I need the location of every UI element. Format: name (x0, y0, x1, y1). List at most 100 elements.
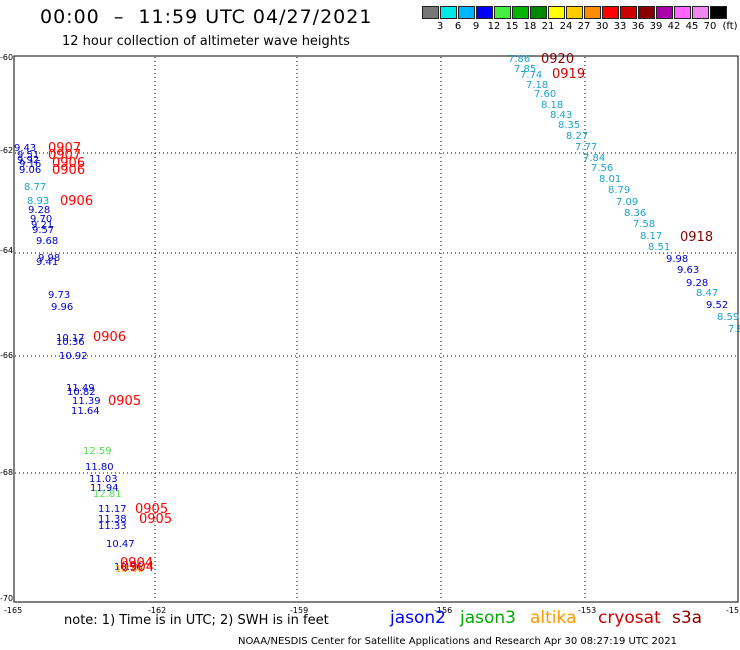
lat-lon-grid (15, 57, 737, 601)
wave-height-value: 11.38 (98, 514, 127, 525)
wave-height-value: 8.59 (717, 312, 739, 323)
wave-height-value: 8.36 (624, 208, 646, 219)
wave-height-value: 7.77 (575, 142, 597, 153)
wave-height-value: 9.28 (28, 205, 50, 216)
wave-height-value: 10.82 (67, 387, 96, 398)
scale-swatch (692, 6, 709, 19)
wave-height-value: 10.66 (115, 564, 144, 575)
satellite-legend-cryosat: cryosat (598, 608, 661, 628)
pass-time-label: 0906 (93, 330, 126, 345)
credit-footer: NOAA/NESDIS Center for Satellite Applica… (238, 636, 677, 647)
scale-swatch (494, 6, 511, 19)
pass-time-label: 0907 (48, 148, 81, 163)
scale-swatch (548, 6, 565, 19)
satellite-legend-altika: altika (530, 608, 577, 628)
wave-height-value: 8.17 (640, 231, 662, 242)
wave-height-value: 7.84 (583, 153, 605, 164)
scale-label: 15 (505, 21, 519, 32)
latitude-label: -64 (0, 246, 13, 255)
wave-height-value: 9.98 (38, 253, 60, 264)
wave-height-value: 11.39 (72, 396, 101, 407)
wave-height-value: 9.06 (19, 165, 41, 176)
wave-height-value: 9.41 (36, 257, 58, 268)
map-subtitle: 12 hour collection of altimeter wave hei… (62, 34, 350, 49)
scale-label: 39 (649, 21, 663, 32)
scale-label: 70 (703, 21, 717, 32)
pass-time-label: 0904 (121, 560, 154, 575)
wave-height-value: 9.96 (51, 302, 73, 313)
pass-time-label: 0907 (48, 141, 81, 156)
scale-swatch (620, 6, 637, 19)
longitude-label: -165 (4, 606, 22, 615)
wave-height-value: 8.93 (27, 196, 49, 207)
longitude-label: -153 (578, 606, 596, 615)
longitude-label: -156 (434, 606, 452, 615)
scale-swatch (710, 6, 727, 19)
scale-swatch (476, 6, 493, 19)
scale-swatch (656, 6, 673, 19)
wave-height-value: 10.47 (106, 539, 135, 550)
wave-height-value: 11.33 (98, 521, 127, 532)
pass-time-label: 0920 (541, 52, 574, 67)
wave-height-value: 7.56 (591, 163, 613, 174)
scale-label: 27 (577, 21, 591, 32)
scale-label: 12 (487, 21, 501, 32)
latitude-label: -60 (0, 53, 13, 62)
wave-height-value: 10.56 (114, 562, 143, 573)
pass-time-label: 0904 (120, 556, 153, 571)
scale-label: 3 (436, 21, 444, 32)
wave-height-value: 7.86 (508, 54, 530, 65)
scale-swatch (458, 6, 475, 19)
scale-swatch (584, 6, 601, 19)
latitude-label: -68 (0, 468, 13, 477)
wave-height-points: 7.867.857.747.187.608.188.438.358.277.77… (14, 54, 740, 575)
map-title: 00:00 – 11:59 UTC 04/27/2021 (40, 6, 373, 28)
wave-height-value: 9.63 (677, 265, 699, 276)
wave-height-value: 9.28 (686, 278, 708, 289)
scale-label: 45 (685, 21, 699, 32)
pass-time-label: 0905 (135, 502, 168, 517)
wave-height-value: 8.43 (550, 110, 572, 121)
wave-height-value: 8.35 (558, 120, 580, 131)
scale-swatch (440, 6, 457, 19)
wave-height-value: 9.68 (36, 236, 58, 247)
longitude-label: -162 (148, 606, 166, 615)
satellite-legend-jason3: jason3 (460, 608, 516, 628)
wave-height-value: 9.57 (32, 225, 54, 236)
pass-time-label: 0905 (139, 512, 172, 527)
wave-height-value: 7.74 (520, 70, 542, 81)
wave-height-value: 11.17 (98, 504, 127, 515)
longitude-label: -159 (290, 606, 308, 615)
wave-height-value: 12.81 (93, 489, 122, 500)
wave-height-value: 9.98 (666, 254, 688, 265)
latitude-label: -66 (0, 351, 13, 360)
latitude-label: -62 (0, 146, 13, 155)
wave-height-value: 7.18 (526, 80, 548, 91)
wave-height-value: 12.59 (83, 446, 112, 457)
scale-label: 21 (541, 21, 555, 32)
wave-height-value: 11.64 (71, 406, 100, 417)
wave-height-value: 9.21 (31, 220, 53, 231)
scale-swatch (566, 6, 583, 19)
wave-height-value: 9.73 (48, 290, 70, 301)
axis-labels: -165 -162 -159 -156 -153 -15 -60 -62 -64 -66 -68 -7… (0, 53, 739, 615)
wave-height-value: 9.52 (706, 300, 728, 311)
pass-time-label: 0905 (108, 394, 141, 409)
scale-swatch (530, 6, 547, 19)
scale-label: 6 (454, 21, 462, 32)
scale-label: 24 (559, 21, 573, 32)
wave-height-value: 11.80 (85, 462, 114, 473)
latitude-label: -70 (0, 594, 13, 603)
wave-height-value: 7.9 (728, 324, 740, 335)
wave-height-value: 11.03 (89, 474, 118, 485)
map-frame (13, 55, 739, 603)
wave-height-value: 7.09 (616, 197, 638, 208)
pass-time-labels: 0920091909180907090709060906090609060905… (48, 52, 713, 575)
wave-height-value: 9.70 (30, 214, 52, 225)
wave-height-value: 10.92 (59, 351, 88, 362)
wave-height-value: 9.16 (19, 159, 41, 170)
wave-height-value: 8.77 (24, 182, 46, 193)
scale-label: 9 (472, 21, 480, 32)
scale-label: 42 (667, 21, 681, 32)
